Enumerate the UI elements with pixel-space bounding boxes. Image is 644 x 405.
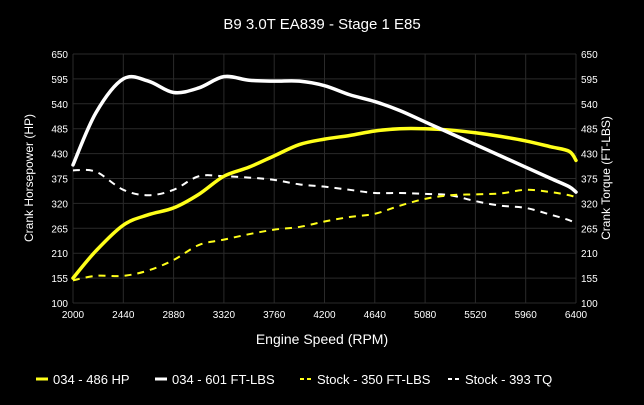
x-axis-label: Engine Speed (RPM) — [256, 331, 388, 347]
x-tick-label: 3760 — [263, 310, 286, 321]
series-lines — [71, 74, 578, 282]
x-tick-label: 5960 — [515, 310, 538, 321]
series-line-4 — [72, 168, 577, 225]
y-tick-label: 540 — [51, 100, 68, 111]
legend: 034 - 486 HP 034 - 601 FT-LBS Stock - 350 … — [36, 372, 552, 387]
legend-label: Stock - 393 TQ — [465, 372, 552, 387]
x-tick-label: 2440 — [112, 310, 135, 321]
legend-label: 034 - 486 HP — [53, 372, 130, 387]
series-line-2 — [71, 74, 578, 194]
x-tick-label: 4200 — [313, 310, 336, 321]
x-tick-label: 3320 — [213, 310, 236, 321]
y2-tick-label: 595 — [581, 75, 598, 86]
y2-tick-label: 650 — [581, 50, 598, 61]
x-tick-label: 4640 — [364, 310, 387, 321]
x-tick-label: 5520 — [464, 310, 487, 321]
y2-tick-label: 430 — [581, 150, 598, 161]
grid — [72, 53, 577, 304]
y-tick-label: 485 — [51, 125, 68, 136]
y-tick-label: 595 — [51, 75, 68, 86]
series-line-1 — [71, 126, 578, 280]
x-tick-label: 2880 — [162, 310, 185, 321]
chart-title: B9 3.0T EA839 - Stage 1 E85 — [223, 16, 420, 33]
legend-item: Stock - 393 TQ — [448, 372, 552, 387]
y-tick-label: 375 — [51, 175, 68, 186]
y-axis-label: Crank Horsepower (HP) — [22, 114, 36, 242]
y2-tick-label: 265 — [581, 224, 598, 235]
x-tick-label: 6400 — [565, 310, 588, 321]
y2-tick-label: 210 — [581, 249, 598, 260]
y-tick-label: 100 — [51, 299, 68, 310]
y2-tick-label: 320 — [581, 199, 598, 210]
legend-label: 034 - 601 FT-LBS — [172, 372, 275, 387]
y2-tick-label: 485 — [581, 125, 598, 136]
legend-item: Stock - 350 FT-LBS — [300, 372, 431, 387]
y2-axis-label: Crank Torque (FT-LBS) — [599, 116, 613, 240]
y2-tick-label: 540 — [581, 100, 598, 111]
y-tick-label: 155 — [51, 274, 68, 285]
y2-tick-label: 375 — [581, 175, 598, 186]
y-tick-label: 210 — [51, 249, 68, 260]
y2-tick-label: 100 — [581, 299, 598, 310]
x-tick-label: 2000 — [62, 310, 85, 321]
tick-labels: 2000 2440 2880 3320 3760 4200 4640 5080 5520 5960… — [51, 50, 598, 321]
legend-item: 034 - 601 FT-LBS — [155, 372, 275, 387]
series-line-3 — [72, 188, 577, 282]
y2-tick-label: 155 — [581, 274, 598, 285]
y-tick-label: 320 — [51, 199, 68, 210]
legend-label: Stock - 350 FT-LBS — [317, 372, 431, 387]
y-tick-label: 430 — [51, 150, 68, 161]
y-tick-label: 650 — [51, 50, 68, 61]
x-tick-label: 5080 — [414, 310, 437, 321]
legend-item: 034 - 486 HP — [36, 372, 130, 387]
y-tick-label: 265 — [51, 224, 68, 235]
